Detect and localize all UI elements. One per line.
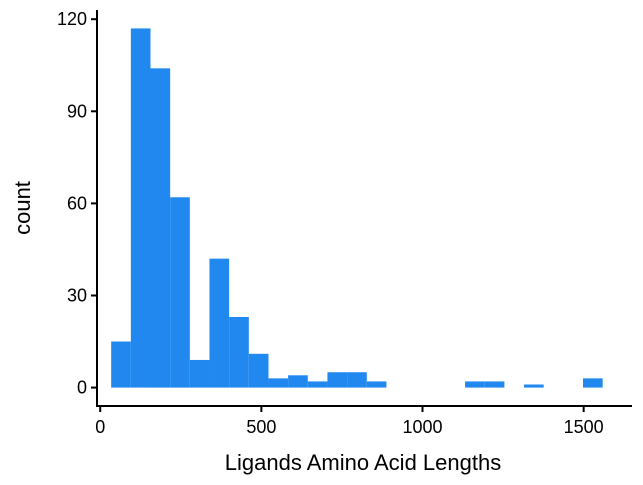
ticks-layer: 0 500 1000 1500 0 30 60 90 120 <box>57 9 604 437</box>
y-tick-label-0: 0 <box>77 378 87 398</box>
histogram-bar-7 <box>248 353 269 388</box>
y-tick-label-3: 90 <box>67 101 87 121</box>
histogram-bar-3 <box>170 197 190 388</box>
histogram-bar-17 <box>583 378 603 388</box>
x-tick-label-0: 0 <box>95 417 105 437</box>
histogram-bar-5 <box>209 258 230 388</box>
histogram-bar-10 <box>307 381 328 388</box>
histogram-bar-9 <box>288 375 308 388</box>
histogram-bar-6 <box>229 316 249 388</box>
histogram-bar-11 <box>327 372 348 388</box>
bars-layer <box>111 28 603 388</box>
histogram-bar-4 <box>189 359 210 388</box>
y-tick-label-2: 60 <box>67 193 87 213</box>
x-axis-title: Ligands Amino Acid Lengths <box>225 450 501 475</box>
y-tick-label-4: 120 <box>57 9 87 29</box>
y-tick-label-1: 30 <box>67 285 87 305</box>
x-tick-label-3: 1500 <box>564 417 604 437</box>
histogram-bar-12 <box>347 372 367 388</box>
x-tick-label-2: 1000 <box>402 417 442 437</box>
histogram-bar-14 <box>465 381 485 388</box>
histogram-bar-8 <box>268 378 289 388</box>
histogram-bar-16 <box>524 384 544 388</box>
y-axis-title: count <box>10 181 35 235</box>
histogram-bar-15 <box>484 381 505 388</box>
histogram-bar-0 <box>111 341 131 388</box>
histogram-bar-1 <box>130 28 151 388</box>
x-tick-label-1: 500 <box>246 417 276 437</box>
histogram-bar-2 <box>150 68 171 388</box>
histogram-bar-13 <box>366 381 387 388</box>
